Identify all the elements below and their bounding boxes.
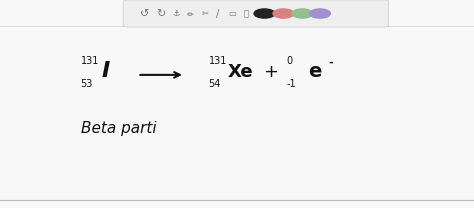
- Text: ✂: ✂: [201, 9, 208, 18]
- Text: 0: 0: [287, 57, 293, 67]
- Text: Xe: Xe: [228, 63, 253, 81]
- Text: ▭: ▭: [228, 9, 236, 18]
- Text: -: -: [328, 58, 333, 68]
- Circle shape: [292, 9, 313, 18]
- Text: 53: 53: [81, 79, 93, 89]
- Text: ↻: ↻: [156, 9, 166, 19]
- Text: -1: -1: [287, 79, 296, 89]
- Text: +: +: [263, 63, 278, 81]
- Text: I: I: [102, 61, 110, 81]
- Text: ✏: ✏: [187, 9, 194, 18]
- Text: Beta parti: Beta parti: [81, 121, 156, 136]
- Text: ⚓: ⚓: [173, 9, 180, 18]
- FancyBboxPatch shape: [123, 0, 389, 27]
- Circle shape: [310, 9, 330, 18]
- Text: 54: 54: [209, 79, 221, 89]
- Text: 131: 131: [81, 57, 99, 67]
- Text: 131: 131: [209, 57, 227, 67]
- Text: /: /: [217, 9, 219, 19]
- Text: e: e: [308, 62, 321, 81]
- Circle shape: [273, 9, 294, 18]
- Text: ↺: ↺: [140, 9, 149, 19]
- Circle shape: [254, 9, 275, 18]
- Text: 🖼: 🖼: [244, 9, 249, 18]
